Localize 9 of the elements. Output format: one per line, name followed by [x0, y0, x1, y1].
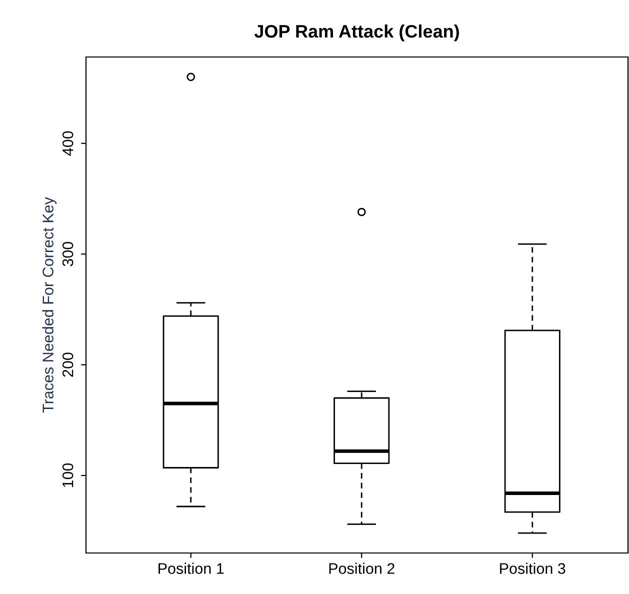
y-tick-label: 400 — [62, 131, 74, 156]
x-tick-label: Position 1 — [158, 562, 224, 574]
y-tick-label: 100 — [62, 463, 74, 488]
y-axis-title: Traces Needed For Correct Key — [42, 197, 56, 413]
x-tick-label: Position 3 — [500, 562, 566, 574]
y-tick-label: 200 — [62, 352, 74, 377]
x-tick-label: Position 2 — [329, 562, 394, 574]
y-tick-label: 300 — [62, 242, 74, 266]
chart-title: JOP Ram Attack (Clean) — [254, 24, 459, 42]
